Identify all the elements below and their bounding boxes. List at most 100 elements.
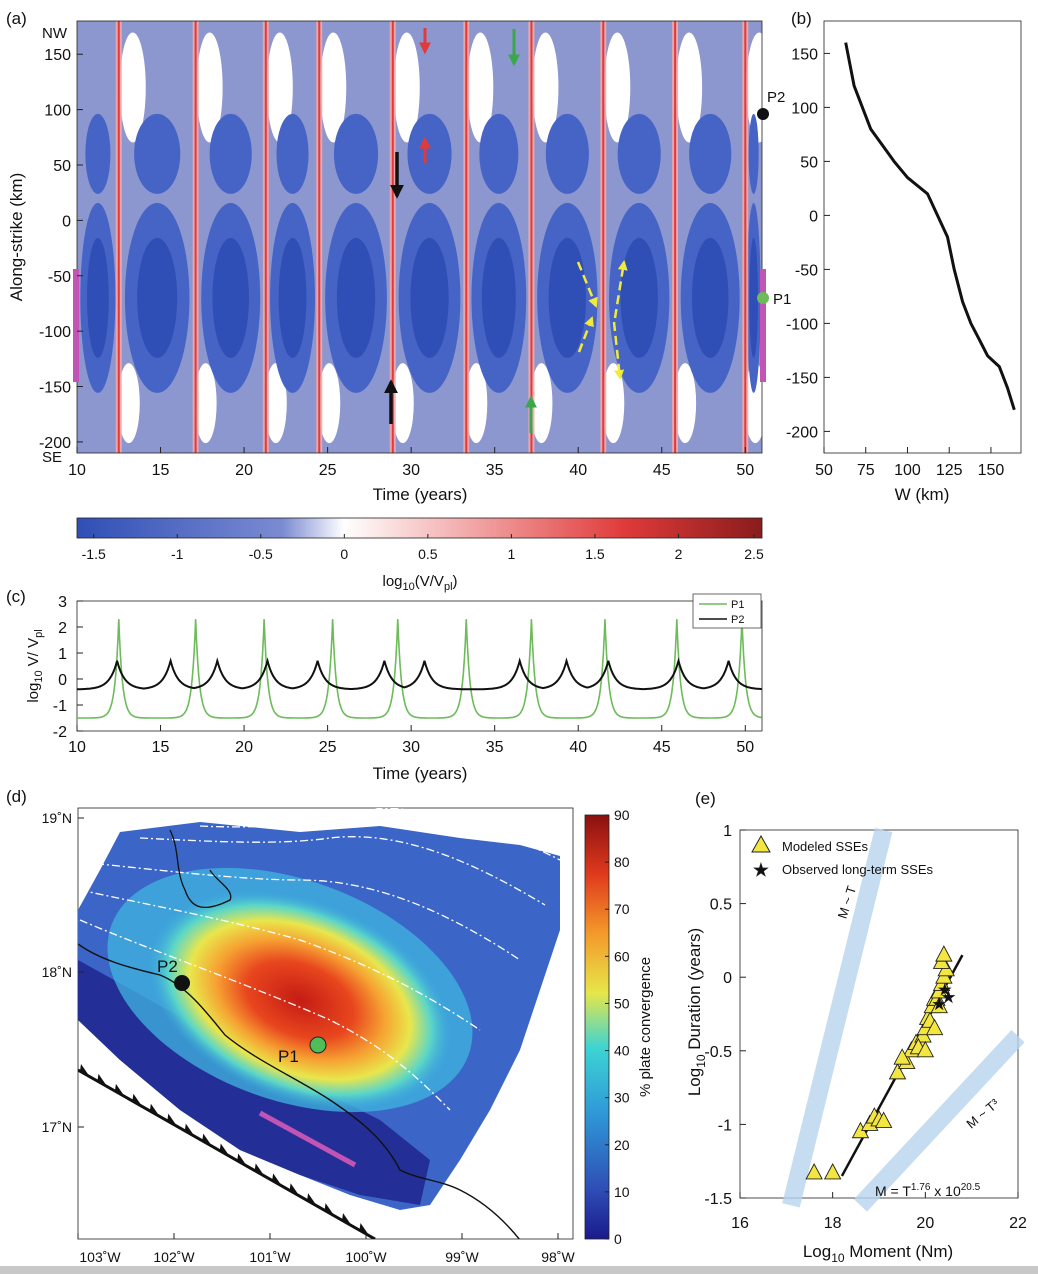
panel-a-p1-marker bbox=[757, 292, 769, 304]
legend-modeled-label: Modeled SSEs bbox=[782, 839, 868, 854]
p2-series-line bbox=[76, 657, 762, 691]
gap-lower bbox=[318, 363, 341, 444]
gap-lower bbox=[264, 363, 287, 444]
gap-lower bbox=[530, 363, 553, 444]
colorbar-tick-label: -1.5 bbox=[82, 546, 106, 562]
x-tick-label: 101˚W bbox=[249, 1249, 291, 1265]
y-tick-label: -0.5 bbox=[704, 1044, 732, 1061]
p1-series-line bbox=[77, 619, 762, 719]
rupture-front bbox=[264, 21, 267, 453]
yellow-arrow-1 bbox=[576, 261, 598, 308]
rupture-front bbox=[194, 21, 197, 453]
y-tick-label: 18˚N bbox=[42, 964, 72, 980]
x-tick-label: 98˚W bbox=[541, 1249, 575, 1265]
x-tick-label: 20 bbox=[235, 739, 253, 756]
y-tick-label: 19˚N bbox=[42, 810, 72, 826]
legend-star-icon: ★ bbox=[753, 860, 769, 880]
trench-tooth bbox=[307, 1193, 318, 1207]
colorbar-tick-label: -1 bbox=[171, 546, 184, 562]
y-tick-label: -200 bbox=[786, 424, 818, 441]
upper-patch bbox=[407, 113, 452, 194]
map-convergence-hotspot bbox=[146, 889, 454, 1111]
panel-a-frame bbox=[76, 20, 763, 454]
panel-a-ylabel: Along-strike (km) bbox=[7, 173, 26, 301]
panel-d-ticks: 103˚W 102˚W 101˚W 100˚W 99˚W 98˚W 19˚N 18˚N 17˚N bbox=[42, 810, 576, 1265]
panel-e-label: (e) bbox=[695, 789, 716, 808]
x-tick-label: 125 bbox=[936, 462, 963, 479]
y-tick-label: 50 bbox=[800, 154, 818, 171]
colorbar-tick-label: 30 bbox=[614, 1090, 630, 1106]
panel-e-equation: M = T1.76 x 1020.5 bbox=[875, 1182, 981, 1199]
locked-core bbox=[278, 237, 307, 358]
x-tick-label: 150 bbox=[978, 462, 1005, 479]
modeled-sse-point bbox=[874, 1111, 893, 1128]
x-tick-label: 16 bbox=[731, 1215, 749, 1232]
x-tick-label: 25 bbox=[319, 739, 337, 756]
bottom-bar bbox=[0, 1266, 1038, 1274]
panel-c-frame bbox=[76, 600, 763, 732]
x-tick-label: 15 bbox=[152, 462, 170, 479]
colorbar-tick-label: 60 bbox=[614, 948, 630, 964]
y-tick-label: -50 bbox=[795, 262, 818, 279]
gap-upper bbox=[320, 32, 347, 143]
rupture-front bbox=[744, 21, 747, 453]
band-m-t3 bbox=[853, 1029, 1025, 1212]
observed-sse-point: ★ bbox=[932, 997, 946, 1014]
map-p1-marker bbox=[309, 1036, 327, 1054]
panel-e-xlabel: Log10 Moment (Nm) bbox=[803, 1242, 953, 1265]
x-tick-label: 30 bbox=[402, 462, 420, 479]
y-tick-label: -100 bbox=[39, 324, 71, 341]
rupture-front bbox=[674, 21, 677, 453]
colorbar-tick-label: 0 bbox=[340, 546, 348, 562]
trench-tooth bbox=[272, 1173, 283, 1187]
gap-upper bbox=[393, 32, 420, 143]
map-coastline bbox=[78, 943, 521, 1239]
panel-e-ylabel: Log10 Duration (years) bbox=[685, 928, 708, 1096]
y-tick-label: 17˚N bbox=[42, 1119, 72, 1135]
panel-c-ylabel: log10 V/ Vpl bbox=[25, 629, 45, 702]
panel-a-p2-label: P2 bbox=[767, 89, 785, 106]
map-coast-north bbox=[169, 829, 232, 909]
x-tick-label: 10 bbox=[68, 739, 86, 756]
gap-lower bbox=[602, 363, 625, 444]
gap-upper bbox=[266, 32, 293, 143]
trench-tooth bbox=[289, 1183, 300, 1197]
x-tick-label: 15 bbox=[152, 739, 170, 756]
y-tick-label: 100 bbox=[791, 100, 818, 117]
colorbar-a-label: log10(V/Vpl) bbox=[382, 573, 457, 593]
x-tick-label: 50 bbox=[736, 739, 754, 756]
trench-teeth bbox=[79, 1063, 370, 1237]
y-tick-label: -1 bbox=[53, 698, 67, 715]
upper-patch bbox=[209, 113, 252, 194]
locked-core bbox=[410, 237, 449, 358]
trench-tooth bbox=[359, 1223, 370, 1237]
colorbar-tick-label: 10 bbox=[614, 1184, 630, 1200]
upper-patch bbox=[85, 113, 111, 194]
rupture-front bbox=[602, 21, 605, 453]
rupture-front bbox=[530, 21, 533, 453]
locked-core bbox=[336, 237, 376, 358]
locked-core bbox=[212, 237, 249, 358]
observed-sse-point: ★ bbox=[941, 989, 955, 1006]
x-tick-label: 30 bbox=[402, 739, 420, 756]
trench-tooth bbox=[132, 1093, 143, 1107]
panel-a-y-ticks: 150 100 50 0 -50 -100 -150 -200 bbox=[39, 47, 83, 452]
panel-c-xlabel: Time (years) bbox=[373, 764, 468, 783]
rupture-front bbox=[318, 21, 321, 453]
x-tick-label: 45 bbox=[653, 462, 671, 479]
x-tick-label: 75 bbox=[857, 462, 875, 479]
modeled-sse-point bbox=[925, 1018, 944, 1036]
x-tick-label: 20 bbox=[916, 1215, 934, 1232]
gap-upper bbox=[196, 32, 223, 143]
colorbar-d-label: % plate convergence bbox=[637, 957, 654, 1097]
colorbar-tick-label: 2.5 bbox=[744, 546, 764, 562]
trench-tooth bbox=[114, 1083, 125, 1097]
colorbar-d-bar bbox=[584, 814, 610, 1240]
panel-a-p1-label: P1 bbox=[773, 291, 791, 308]
modeled-sse-point bbox=[888, 1062, 907, 1080]
gap-upper bbox=[119, 32, 146, 143]
colorbar-tick-label: -0.5 bbox=[249, 546, 273, 562]
